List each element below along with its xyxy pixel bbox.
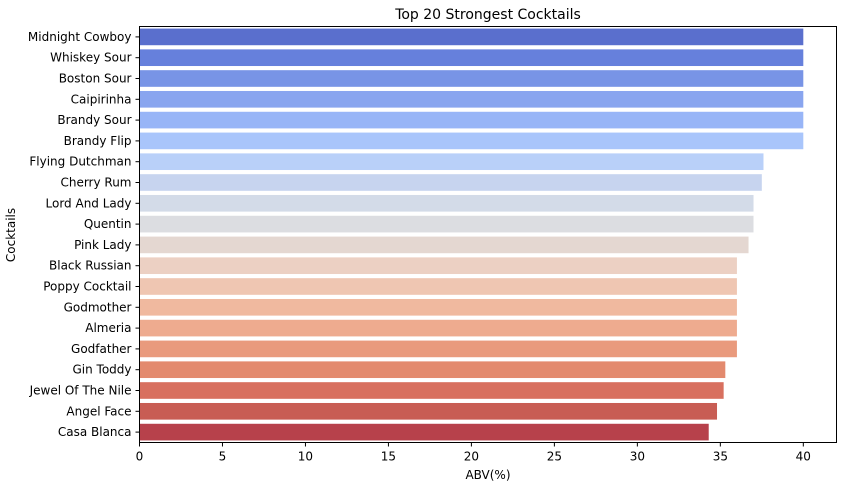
y-tick-label: Cherry Rum xyxy=(60,176,131,190)
y-tick-label: Lord And Lady xyxy=(46,196,132,210)
y-tick-label: Gin Toddy xyxy=(72,363,131,377)
x-tick-label: 5 xyxy=(219,450,227,464)
x-tick-label: 40 xyxy=(796,450,811,464)
bar-black-russian xyxy=(139,257,737,275)
bar-flying-dutchman xyxy=(139,153,764,171)
bar-godmother xyxy=(139,298,737,316)
bar-almeria xyxy=(139,319,737,337)
bar-poppy-cocktail xyxy=(139,278,737,295)
y-tick-label: Boston Sour xyxy=(59,72,132,86)
y-tick-label: Godmother xyxy=(64,300,132,314)
x-tick-label: 25 xyxy=(547,450,562,464)
y-tick-label: Poppy Cocktail xyxy=(43,280,131,294)
bar-brandy-sour xyxy=(139,111,804,129)
y-axis-ticks: Midnight Cowboy Whiskey Sour Boston Sour Ca… xyxy=(28,30,140,439)
bar-cherry-rum xyxy=(139,174,762,191)
bar-lord-and-lady xyxy=(139,194,754,212)
bar-angel-face xyxy=(139,402,718,420)
y-tick-label: Godfather xyxy=(71,342,132,356)
y-tick-label: Black Russian xyxy=(49,259,131,273)
bar-midnight-cowboy xyxy=(139,28,804,46)
x-tick-label: 15 xyxy=(381,450,396,464)
x-axis-ticks: 0 5 10 15 20 25 30 35 40 xyxy=(136,442,811,464)
bar-gin-toddy xyxy=(139,361,726,379)
bar-casa-blanca xyxy=(139,423,709,441)
bar-boston-sour xyxy=(139,70,804,87)
y-tick-label: Quentin xyxy=(84,217,132,231)
y-tick-label: Brandy Sour xyxy=(57,113,131,127)
bar-godfather xyxy=(139,340,737,358)
y-tick-label: Midnight Cowboy xyxy=(28,30,132,44)
plot-frame xyxy=(139,26,837,443)
y-tick-label: Jewel Of The Nile xyxy=(29,384,132,398)
x-tick-label: 35 xyxy=(713,450,728,464)
x-tick-label: 20 xyxy=(464,450,479,464)
bar-whiskey-sour xyxy=(139,49,804,67)
y-tick-label: Caipirinha xyxy=(71,92,132,106)
chart-title: Top 20 Strongest Cocktails xyxy=(394,7,581,23)
y-tick-label: Angel Face xyxy=(66,404,131,418)
y-tick-label: Flying Dutchman xyxy=(29,155,131,169)
y-tick-label: Brandy Flip xyxy=(64,134,132,148)
y-axis-label: Cocktails xyxy=(4,208,18,262)
y-tick-label: Pink Lady xyxy=(74,238,131,252)
bars-group xyxy=(139,28,804,441)
x-tick-label: 0 xyxy=(136,450,144,464)
y-tick-label: Almeria xyxy=(85,321,131,335)
x-tick-label: 10 xyxy=(298,450,313,464)
y-tick-label: Casa Blanca xyxy=(58,425,132,439)
x-axis-label: ABV(%) xyxy=(465,468,510,482)
x-tick-label: 30 xyxy=(630,450,645,464)
bar-jewel-of-the-nile xyxy=(139,382,724,399)
bar-quentin xyxy=(139,215,754,233)
bar-caipirinha xyxy=(139,90,804,108)
bar-brandy-flip xyxy=(139,132,804,150)
bar-pink-lady xyxy=(139,236,749,254)
y-tick-label: Whiskey Sour xyxy=(50,51,131,65)
